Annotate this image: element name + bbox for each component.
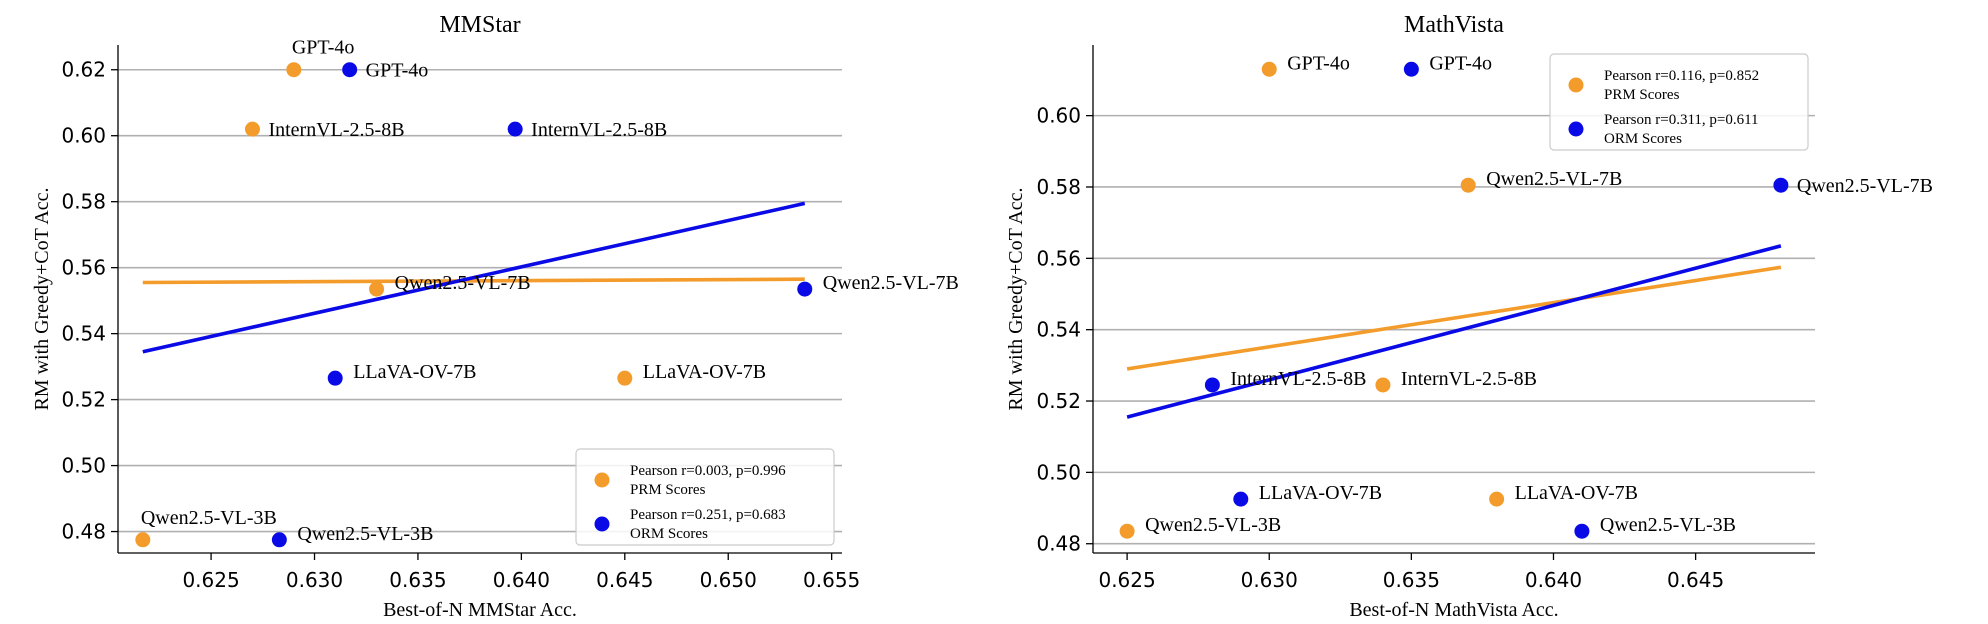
legend-entry: Pearson r=0.311, p=0.611 (1604, 112, 1759, 128)
data-point-label: LLaVA-OV-7B (353, 361, 476, 383)
legend-entry: Pearson r=0.116, p=0.852 (1604, 68, 1759, 84)
data-point-label: LLaVA-OV-7B (643, 361, 766, 383)
x-tick-label: 0.625 (182, 568, 239, 592)
y-tick-label: 0.56 (1036, 246, 1081, 270)
y-tick-label: 0.48 (1036, 532, 1081, 556)
data-point-orm-scores (507, 121, 523, 137)
data-point-label: InternVL-2.5-8B (1230, 368, 1366, 390)
data-point-label: InternVL-2.5-8B (1401, 368, 1537, 390)
legend-entry: Pearson r=0.251, p=0.683 (630, 507, 786, 523)
legend-entry: Pearson r=0.003, p=0.996 (630, 463, 786, 479)
data-point-orm-scores (1574, 523, 1590, 539)
x-axis-label: Best-of-N MathVista Acc. (1349, 599, 1558, 621)
y-tick-label: 0.52 (1036, 389, 1081, 413)
x-axis-label: Best-of-N MMStar Acc. (383, 599, 577, 621)
y-axis-label: RM with Greedy+CoT Acc. (31, 187, 53, 410)
legend: Pearson r=0.003, p=0.996 PRM Scores Pearso… (575, 448, 835, 546)
data-point-orm-scores (1773, 177, 1789, 193)
y-axis-label: RM with Greedy+CoT Acc. (1005, 187, 1027, 410)
data-point-label: GPT-4o (1429, 52, 1492, 74)
legend-entry-series: ORM Scores (1604, 131, 1682, 147)
data-point-orm-scores (1403, 61, 1419, 77)
chart-title: MathVista (1404, 12, 1504, 38)
data-point-label: LLaVA-OV-7B (1515, 482, 1638, 504)
data-point-label: Qwen2.5-VL-7B (1486, 168, 1622, 190)
data-point-label: GPT-4o (1287, 52, 1350, 74)
data-point-prm-scores (369, 281, 385, 297)
x-tick-label: 0.630 (286, 568, 343, 592)
data-point-label: InternVL-2.5-8B (531, 119, 667, 141)
fit-line-prm-scores (142, 277, 805, 285)
x-tick-label: 0.635 (389, 568, 446, 592)
legend-marker (594, 472, 610, 488)
y-tick-label: 0.62 (61, 58, 106, 82)
data-point-label: InternVL-2.5-8B (268, 119, 404, 141)
data-point-prm-scores (617, 370, 633, 386)
legend-marker (594, 516, 610, 532)
data-point-prm-scores (1261, 61, 1277, 77)
y-tick-label: 0.60 (1036, 104, 1081, 128)
x-tick-label: 0.635 (1383, 568, 1440, 592)
chart-panel-1: 0.48 0.50 0.52 0.54 0.56 0.58 0.60 0.62 0.625 0.6… (31, 12, 959, 621)
data-point-orm-scores (342, 62, 358, 78)
x-tick-label: 0.645 (1667, 568, 1724, 592)
x-tick-label: 0.630 (1241, 568, 1298, 592)
y-tick-label: 0.56 (61, 256, 106, 280)
data-point-prm-scores (1460, 177, 1476, 193)
data-point-orm-scores (327, 370, 343, 386)
y-tick-label: 0.50 (1036, 460, 1081, 484)
data-point-orm-scores (1204, 377, 1220, 393)
legend-entry-series: ORM Scores (630, 526, 708, 542)
legend-entry-series: PRM Scores (630, 482, 706, 498)
data-point-label: Qwen2.5-VL-7B (1797, 175, 1933, 197)
data-point-label: Qwen2.5-VL-7B (395, 272, 531, 294)
x-tick-label: 0.625 (1098, 568, 1155, 592)
legend-entry-series: PRM Scores (1604, 87, 1680, 103)
x-tick-label: 0.655 (803, 568, 860, 592)
chart-panel-2: 0.48 0.50 0.52 0.54 0.56 0.58 0.60 0.625 0.630 0.… (1005, 12, 1933, 621)
fit-line-orm-scores (142, 201, 806, 354)
data-point-label: Qwen2.5-VL-3B (1600, 514, 1736, 536)
y-tick-label: 0.60 (61, 124, 106, 148)
x-tick-label: 0.650 (700, 568, 757, 592)
data-point-label: LLaVA-OV-7B (1259, 482, 1382, 504)
y-tick-label: 0.54 (61, 322, 106, 346)
legend-box (575, 448, 835, 546)
x-tick-label: 0.640 (1525, 568, 1582, 592)
data-point-orm-scores (797, 281, 813, 297)
legend-marker (1568, 121, 1584, 137)
data-point-prm-scores (135, 532, 151, 548)
data-point-prm-scores (286, 62, 302, 78)
y-tick-label: 0.48 (61, 520, 106, 544)
data-point-label: Qwen2.5-VL-3B (141, 507, 277, 529)
data-point-prm-scores (244, 121, 260, 137)
data-point-label: GPT-4o (366, 60, 429, 82)
y-tick-label: 0.52 (61, 388, 106, 412)
data-point-prm-scores (1119, 523, 1135, 539)
legend-marker (1568, 77, 1584, 93)
fit-line-orm-scores (1126, 244, 1782, 419)
chart-title: MMStar (439, 12, 520, 38)
data-point-prm-scores (1375, 377, 1391, 393)
data-point-orm-scores (271, 532, 287, 548)
x-tick-label: 0.640 (493, 568, 550, 592)
y-tick-label: 0.54 (1036, 318, 1081, 342)
data-point-label: Qwen2.5-VL-3B (297, 523, 433, 545)
data-point-label: Qwen2.5-VL-7B (823, 272, 959, 294)
data-point-label: Qwen2.5-VL-3B (1145, 514, 1281, 536)
data-point-orm-scores (1233, 491, 1249, 507)
legend-box (1549, 53, 1809, 151)
y-tick-label: 0.58 (61, 190, 106, 214)
data-point-label: GPT-4o (292, 37, 355, 59)
legend: Pearson r=0.116, p=0.852 PRM Scores Pearso… (1549, 53, 1809, 151)
y-tick-label: 0.58 (1036, 175, 1081, 199)
y-tick-label: 0.50 (61, 454, 106, 478)
fit-line-prm-scores (1126, 265, 1782, 371)
data-point-prm-scores (1489, 491, 1505, 507)
x-tick-label: 0.645 (596, 568, 653, 592)
